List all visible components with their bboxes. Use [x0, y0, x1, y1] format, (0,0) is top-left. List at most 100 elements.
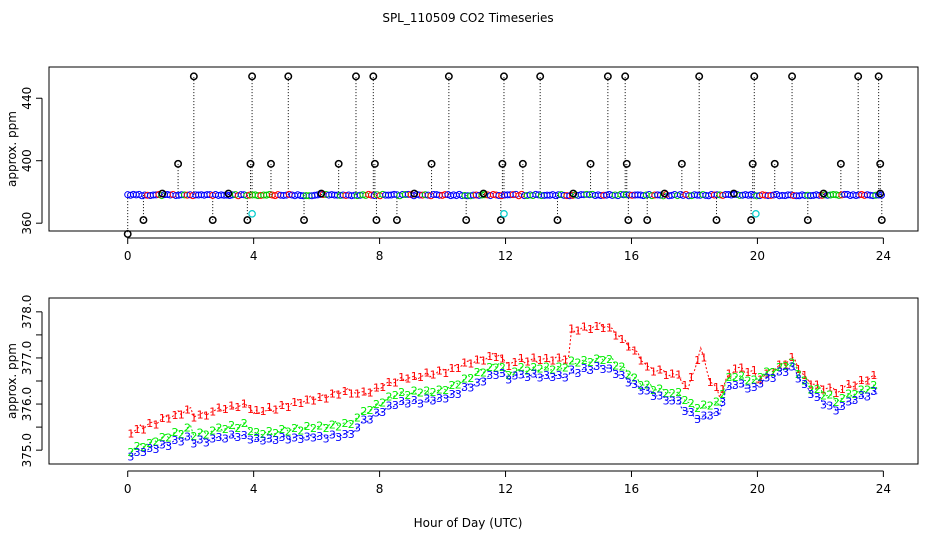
bottom-series-point-2: 2	[146, 437, 153, 450]
bottom-series-point-2: 2	[763, 365, 770, 378]
bottom-series-point-1: 1	[417, 371, 424, 384]
bottom-series-point-1: 1	[719, 383, 726, 396]
bottom-series-point-2: 2	[845, 387, 852, 400]
top-outlier-point	[444, 72, 453, 81]
bottom-series-point-2: 2	[266, 425, 273, 438]
bottom-series-point-1: 1	[738, 361, 745, 374]
top-x-tick-label: 12	[498, 249, 513, 263]
top-outlier-point	[496, 216, 505, 225]
top-outlier-point	[158, 189, 167, 198]
top-outlier-point	[750, 72, 759, 81]
bottom-series-point-1: 1	[285, 401, 292, 414]
bottom-series-point-3: 3	[606, 362, 613, 375]
bottom-series-point-2: 2	[669, 387, 676, 400]
bottom-series-point-1: 1	[392, 376, 399, 389]
bottom-series-point-1: 1	[562, 353, 569, 366]
top-y-tick-label: 400	[20, 149, 34, 172]
bottom-series-point-3: 3	[870, 385, 877, 398]
bottom-x-tick-label: 24	[876, 482, 891, 496]
bottom-series-point-2: 2	[423, 384, 430, 397]
bottom-series-point-2: 2	[556, 361, 563, 374]
top-outlier-point	[819, 189, 828, 198]
bottom-series-point-1: 1	[423, 366, 430, 379]
bottom-series-point-2: 2	[241, 417, 248, 430]
bottom-series-point-3: 3	[593, 360, 600, 373]
bottom-series-line-3	[130, 364, 878, 458]
bottom-series-point-1: 1	[348, 387, 355, 400]
bottom-series-point-1: 1	[606, 322, 613, 335]
bottom-series-point-1: 1	[310, 395, 317, 408]
bottom-y-axis-label: approx. ppm	[5, 343, 19, 419]
bottom-series-point-2: 2	[770, 366, 777, 379]
bottom-series-point-3: 3	[581, 362, 588, 375]
top-x-tick-label: 16	[624, 249, 639, 263]
bottom-series-point-1: 1	[379, 381, 386, 394]
top-outlier-point	[876, 189, 885, 198]
bottom-series-point-3: 3	[354, 422, 361, 435]
bottom-series-point-1: 1	[436, 364, 443, 377]
top-outlier-point	[677, 159, 686, 168]
bottom-x-tick-label: 16	[624, 482, 639, 496]
bottom-series-point-2: 2	[379, 397, 386, 410]
bottom-series-point-2: 2	[581, 354, 588, 367]
bottom-series-point-1: 1	[839, 383, 846, 396]
bottom-series-point-1: 1	[209, 406, 216, 419]
bottom-series-point-3: 3	[833, 405, 840, 418]
bottom-series-point-3: 3	[713, 406, 720, 419]
bottom-x-tick-label: 4	[250, 482, 258, 496]
bottom-series-point-1: 1	[789, 351, 796, 364]
bottom-series-point-3: 3	[511, 370, 518, 383]
bottom-series-point-3: 3	[436, 392, 443, 405]
bottom-series-point-2: 2	[625, 368, 632, 381]
bottom-series-point-3: 3	[159, 439, 166, 452]
bottom-series-point-3: 3	[165, 440, 172, 453]
bottom-series-point-1: 1	[354, 387, 361, 400]
bottom-series-point-2: 2	[782, 360, 789, 373]
bottom-series-point-1: 1	[625, 341, 632, 354]
bottom-series-point-3: 3	[467, 381, 474, 394]
bottom-series-point-1: 1	[367, 386, 374, 399]
bottom-series-point-2: 2	[493, 361, 500, 374]
bottom-series-point-3: 3	[644, 384, 651, 397]
bottom-series-point-3: 3	[404, 397, 411, 410]
bottom-series-point-3: 3	[197, 433, 204, 446]
bottom-series-point-2: 2	[178, 428, 185, 441]
bottom-series-point-3: 3	[260, 434, 267, 447]
bottom-series-point-2: 2	[455, 378, 462, 391]
bottom-series-point-2: 2	[260, 428, 267, 441]
bottom-series-point-3: 3	[568, 364, 575, 377]
top-outlier-point	[369, 72, 378, 81]
bottom-series-point-2: 2	[574, 356, 581, 369]
bottom-series-point-3: 3	[656, 389, 663, 402]
top-outlier-point	[770, 159, 779, 168]
bottom-series-point-1: 1	[663, 369, 670, 382]
bottom-series-point-2: 2	[801, 375, 808, 388]
bottom-series-point-1: 1	[341, 385, 348, 398]
bottom-series-point-3: 3	[247, 434, 254, 447]
bottom-x-tick-label: 0	[124, 482, 132, 496]
bottom-series-point-1: 1	[474, 353, 481, 366]
bottom-series-point-2: 2	[713, 395, 720, 408]
bottom-series-point-1: 1	[499, 352, 506, 365]
bottom-series-point-1: 1	[184, 403, 191, 416]
bottom-series-point-3: 3	[379, 406, 386, 419]
bottom-series-point-2: 2	[348, 418, 355, 431]
bottom-series-point-3: 3	[241, 429, 248, 442]
bottom-series-point-1: 1	[568, 322, 575, 335]
bottom-series-point-3: 3	[574, 367, 581, 380]
bottom-series-point-1: 1	[455, 362, 462, 375]
bottom-series-point-1: 1	[480, 355, 487, 368]
bottom-series-point-3: 3	[310, 432, 317, 445]
bottom-series-point-3: 3	[556, 369, 563, 382]
top-x-tick-label: 0	[124, 249, 132, 263]
bottom-series-point-3: 3	[549, 371, 556, 384]
bottom-series-point-1: 1	[612, 330, 619, 343]
bottom-series-point-1: 1	[297, 397, 304, 410]
bottom-series-point-1: 1	[518, 352, 525, 365]
bottom-series-point-3: 3	[694, 413, 701, 426]
bottom-series-point-1: 1	[486, 350, 493, 363]
bottom-series-point-2: 2	[524, 365, 531, 378]
bottom-x-tick-label: 20	[750, 482, 765, 496]
top-outlier-point	[518, 159, 527, 168]
